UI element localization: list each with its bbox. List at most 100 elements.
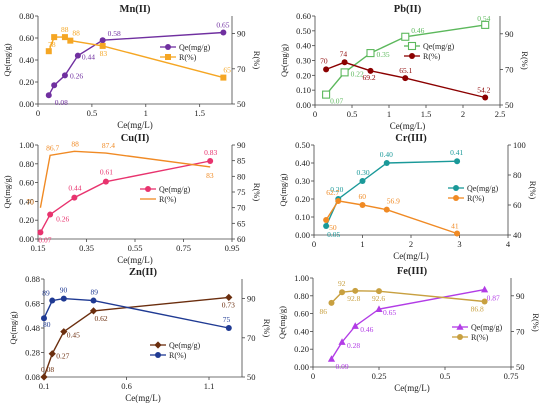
data-label: 0.65 bbox=[216, 21, 229, 30]
y-axis-label-left: Qe(mg/g) bbox=[2, 43, 12, 76]
x-tick-label: 1 bbox=[144, 108, 148, 118]
data-label: 74 bbox=[340, 49, 348, 58]
data-point bbox=[67, 37, 74, 44]
y-tick-label-right: 50 bbox=[237, 99, 246, 109]
data-label: 0.44 bbox=[82, 53, 95, 62]
y-tick-label-left: 0.20 bbox=[19, 215, 34, 225]
data-point bbox=[339, 289, 346, 296]
chart-panel: Pb(II) 0 0.5 1 1.5 2 2.5 Ce(mg/L) 0.00 0.10 0.20 0.… bbox=[279, 4, 530, 131]
data-point bbox=[225, 293, 233, 301]
legend-label: Qe(mg/g) bbox=[179, 43, 210, 52]
data-label: 69.2 bbox=[363, 73, 376, 82]
data-label: 0.46 bbox=[411, 26, 424, 35]
data-label: 78 bbox=[48, 40, 56, 49]
y-tick-label-left: 0.60 bbox=[19, 178, 34, 188]
chart-panel: Fe(III) 0 0.25 0.5 0.75 Ce(mg/L) 0.00 0.20 0.40 0… bbox=[277, 266, 541, 393]
y-tick-label-left: 0.00 bbox=[294, 362, 309, 372]
x-axis-label: Ce(mg/L) bbox=[117, 255, 153, 265]
y-axis-label-left: Qe(mg/g) bbox=[8, 311, 18, 344]
y-tick-label-right: 90 bbox=[237, 29, 246, 39]
legend-marker bbox=[453, 195, 459, 201]
y-axis-label-right: R(%) bbox=[252, 51, 262, 70]
chart-panel: Zn(II)0.1 0.6 1.1Ce(mg/L)0.080.280.480.680… bbox=[8, 267, 272, 403]
series-line bbox=[325, 160, 458, 227]
data-label: 86.8 bbox=[471, 304, 484, 313]
legend-marker bbox=[155, 352, 161, 358]
data-point bbox=[481, 285, 489, 293]
y-tick-label-right: 85 bbox=[237, 156, 246, 166]
y-tick-label-left: 0.80 bbox=[294, 291, 309, 301]
data-label: 0.20 bbox=[330, 185, 343, 194]
y-tick-label-left: 0.30 bbox=[295, 176, 310, 186]
data-label: 0.08 bbox=[55, 98, 68, 107]
y-tick-label-left: 1.00 bbox=[19, 140, 34, 150]
data-point bbox=[328, 299, 335, 306]
data-point bbox=[40, 373, 48, 381]
data-point bbox=[322, 90, 331, 99]
y-tick-label-left: 0.48 bbox=[25, 323, 40, 333]
data-label: 0.65 bbox=[383, 308, 396, 317]
data-point bbox=[402, 75, 409, 82]
x-tick-label: 2.5 bbox=[495, 109, 506, 119]
data-point bbox=[51, 82, 58, 89]
data-label: 0.22 bbox=[351, 69, 364, 78]
y-tick-label-left: 1.00 bbox=[294, 273, 309, 283]
legend-marker bbox=[154, 341, 162, 349]
data-point bbox=[89, 307, 98, 315]
data-label: 50 bbox=[329, 223, 337, 232]
chart-title: Fe(III) bbox=[397, 266, 428, 277]
y-tick-label-left: 0.50 bbox=[295, 140, 310, 150]
data-point bbox=[366, 49, 375, 58]
x-axis-label: Ce(mg/L) bbox=[390, 121, 426, 131]
x-tick-label: 0.75 bbox=[176, 243, 191, 253]
y-tick-label-right: 90 bbox=[505, 29, 514, 39]
x-tick-label: 0.55 bbox=[128, 243, 143, 253]
y-axis-label-right: R(%) bbox=[531, 313, 541, 332]
data-point bbox=[47, 211, 54, 218]
y-axis-label-left: Qe(mg/g) bbox=[277, 306, 287, 339]
y-tick-label-left: 0.88 bbox=[25, 274, 40, 284]
data-label: 0.44 bbox=[68, 184, 81, 193]
data-point bbox=[359, 202, 366, 208]
data-label: 88 bbox=[61, 25, 69, 34]
data-label: 0.07 bbox=[38, 235, 51, 244]
x-tick-label: 1.1 bbox=[204, 381, 215, 391]
y-tick-label-left: 0.10 bbox=[296, 85, 311, 95]
y-tick-label-left: 0.68 bbox=[25, 299, 40, 309]
data-label: 92.8 bbox=[347, 294, 360, 303]
legend-marker bbox=[456, 323, 464, 330]
data-point bbox=[454, 230, 461, 237]
data-point bbox=[45, 48, 52, 55]
data-point bbox=[49, 297, 56, 304]
x-tick-label: 0.6 bbox=[121, 381, 132, 391]
data-point bbox=[90, 297, 97, 304]
data-point bbox=[367, 67, 374, 74]
y-tick-label-left: 0.60 bbox=[296, 11, 311, 21]
y-tick-label-left: 0.40 bbox=[19, 196, 34, 206]
legend-label: Qe(mg/g) bbox=[159, 185, 190, 194]
y-tick-label-left: 0.80 bbox=[19, 159, 34, 169]
data-label: 90 bbox=[60, 286, 68, 295]
data-label: 88 bbox=[71, 139, 79, 148]
data-point bbox=[61, 72, 68, 79]
data-point bbox=[383, 206, 390, 213]
y-tick-label-left: 0.00 bbox=[19, 234, 34, 244]
data-label: 0.46 bbox=[360, 325, 373, 334]
y-tick-label-left: 0.00 bbox=[19, 99, 34, 109]
legend: Qe(mg/g)R(%) bbox=[140, 185, 190, 204]
data-label: 65.1 bbox=[399, 66, 412, 75]
y-tick-label-left: 0.60 bbox=[294, 309, 309, 319]
legend-label: R(%) bbox=[423, 52, 441, 61]
y-axis-label-right: R(%) bbox=[528, 181, 538, 200]
data-label: 56.9 bbox=[387, 197, 400, 206]
data-label: 60 bbox=[359, 192, 367, 201]
data-label: 0.07 bbox=[330, 97, 343, 106]
x-axis-label: Ce(mg/L) bbox=[117, 120, 153, 130]
chart-title: Zn(II) bbox=[129, 267, 158, 278]
x-tick-label: 4 bbox=[506, 239, 511, 249]
data-point bbox=[60, 328, 68, 336]
x-tick-label: 1.5 bbox=[421, 109, 432, 119]
x-tick-label: 0 bbox=[312, 239, 316, 249]
y-tick-label-right: 75 bbox=[237, 187, 246, 197]
